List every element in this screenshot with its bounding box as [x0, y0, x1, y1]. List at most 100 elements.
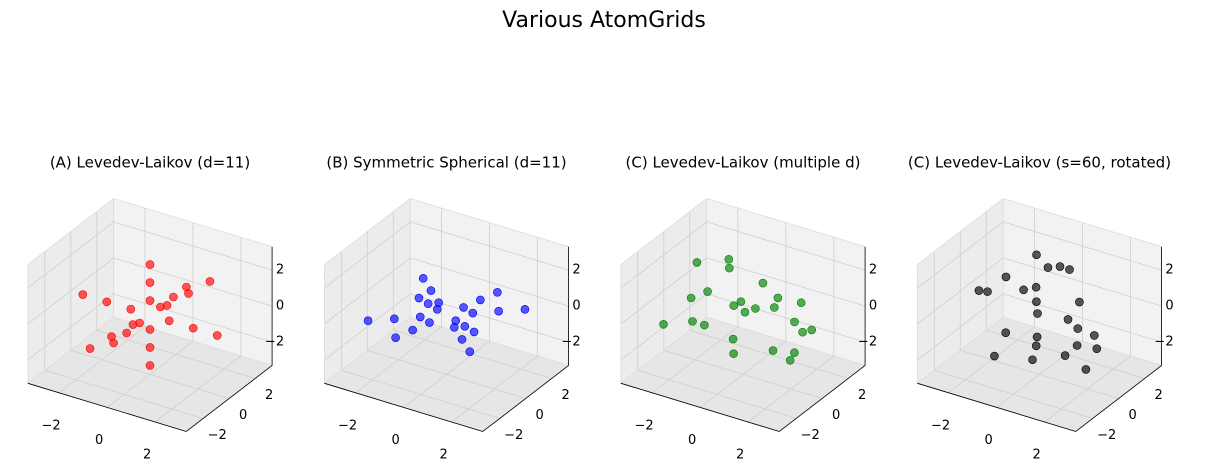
point: [1081, 365, 1091, 374]
point: [1032, 250, 1041, 260]
point: [460, 321, 470, 331]
point: [700, 320, 709, 330]
point: [145, 260, 155, 269]
point: [692, 258, 702, 267]
y-tick-label: −2: [801, 428, 820, 443]
point: [465, 347, 475, 356]
grid-line: [96, 329, 256, 379]
z-tick-label: 0: [276, 299, 284, 314]
grid-line: [689, 329, 849, 379]
point: [688, 317, 697, 326]
z-tick-label: −2: [561, 335, 580, 350]
z-tick-label: 0: [572, 299, 580, 314]
point: [790, 317, 799, 327]
point: [418, 274, 428, 283]
z-tick-label: 0: [869, 299, 877, 314]
y-tick-label: 2: [562, 388, 570, 403]
point: [145, 343, 155, 352]
point: [686, 293, 696, 303]
z-tick-label: −2: [1154, 335, 1173, 350]
grid-line: [113, 221, 273, 271]
point: [391, 333, 400, 342]
y-tick-label: −2: [504, 428, 523, 443]
point: [432, 305, 442, 314]
subplot-title: (C) Levedev-Laikov (multiple d): [626, 154, 861, 172]
subplot-title: (A) Levedev-Laikov (d=11): [50, 154, 250, 172]
point: [109, 338, 118, 348]
point: [703, 287, 712, 296]
point: [751, 304, 760, 313]
grid-line: [663, 349, 823, 399]
point: [493, 288, 502, 297]
grid-line: [27, 257, 114, 325]
axis-line: [917, 382, 1076, 432]
point: [212, 331, 222, 340]
point: [164, 316, 174, 326]
grid-line: [934, 369, 1093, 419]
x-tick-label: −2: [931, 418, 950, 433]
point: [1073, 324, 1083, 333]
grid-line: [706, 257, 866, 307]
grid-line: [367, 349, 526, 399]
point: [974, 286, 984, 295]
point: [78, 290, 88, 299]
point: [983, 287, 992, 296]
grid-line: [113, 257, 273, 307]
axis-line: [1075, 365, 1162, 432]
point: [768, 346, 778, 355]
axis-line: [27, 382, 187, 432]
point: [188, 323, 198, 333]
point: [390, 314, 399, 324]
z-tick-label: −2: [858, 335, 877, 350]
point: [476, 295, 485, 305]
z-tick-label: 2: [276, 263, 284, 278]
grid-line: [324, 221, 411, 289]
grid-line: [706, 221, 866, 271]
point: [1033, 309, 1042, 318]
axis-line: [482, 365, 569, 432]
point: [807, 325, 817, 335]
axis-line: [620, 382, 780, 432]
point: [728, 334, 738, 344]
figure-title: Various AtomGrids: [502, 8, 706, 33]
point: [729, 301, 739, 310]
point: [426, 286, 436, 295]
x-tick-label: −2: [635, 418, 654, 433]
grid-line: [620, 221, 707, 289]
x-tick-label: 0: [688, 433, 696, 448]
grid-line: [341, 369, 500, 419]
point: [145, 296, 155, 305]
point: [459, 303, 468, 312]
point: [520, 304, 530, 314]
grid-line: [27, 293, 114, 361]
axis-line: [186, 365, 273, 432]
point: [1019, 285, 1028, 295]
grid-line: [620, 257, 707, 325]
subplot-title: (B) Symmetric Spherical (d=11): [326, 154, 566, 172]
grid-line: [960, 349, 1119, 399]
point: [423, 299, 433, 309]
point: [205, 277, 215, 286]
y-tick-label: 0: [536, 408, 544, 423]
z-tick-label: 2: [572, 263, 580, 278]
point: [1001, 272, 1011, 282]
point: [773, 293, 783, 303]
x-tick-label: 2: [439, 448, 447, 463]
point: [724, 254, 734, 264]
point: [1001, 328, 1011, 338]
grid-line: [324, 257, 411, 325]
grid-line: [1003, 221, 1162, 271]
point: [169, 292, 178, 302]
y-tick-label: −2: [1097, 428, 1116, 443]
grid-line: [27, 221, 114, 289]
y-tick-label: 2: [858, 388, 866, 403]
point: [1028, 355, 1037, 365]
point: [729, 349, 738, 358]
grid-line: [1003, 293, 1162, 343]
point: [785, 356, 795, 365]
z-tick-label: −2: [265, 335, 284, 350]
x-tick-label: −2: [42, 418, 61, 433]
point: [758, 278, 768, 288]
z-tick-label: 2: [869, 263, 877, 278]
y-tick-label: 0: [239, 408, 247, 423]
